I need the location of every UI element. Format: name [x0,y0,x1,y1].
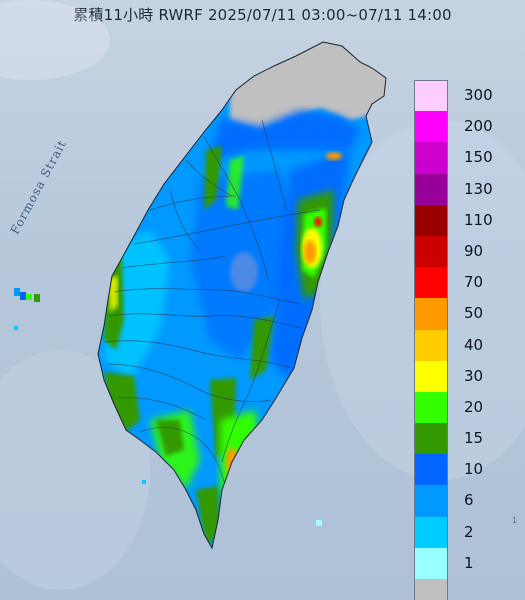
legend-label-20: 20 [464,397,484,416]
legend-label-30: 30 [464,366,484,385]
legend-swatch-70 [414,267,448,299]
legend-swatch-200 [414,111,448,143]
legend-swatch-110 [414,204,448,236]
legend-swatch-15 [414,423,448,455]
legend-label-6: 6 [464,491,474,510]
legend-label-110: 110 [464,210,493,229]
legend-label-70: 70 [464,273,484,292]
county-boundaries [103,119,321,491]
legend-swatch-50 [414,298,448,330]
legend-swatch-30 [414,360,448,392]
legend-swatch-none [414,579,448,600]
legend-label-200: 200 [464,117,493,136]
legend-label-40: 40 [464,335,484,354]
legend-swatch-1 [414,547,448,579]
offshore-islands [14,288,322,526]
legend-label-150: 150 [464,148,493,167]
corner-label: 1 [512,516,518,525]
legend-label-2: 2 [464,522,474,541]
legend-label-130: 130 [464,179,493,198]
legend-swatch-130 [414,173,448,205]
legend-label-10: 10 [464,460,484,479]
legend-swatch-300 [414,80,448,112]
legend-swatch-2 [414,516,448,548]
legend-swatch-20 [414,391,448,424]
legend-label-none [460,579,520,600]
legend-label-15: 15 [464,429,484,448]
legend-swatch-6 [414,485,448,517]
legend-swatch-90 [414,235,448,268]
island-outline [97,41,387,550]
map-title: 累積11小時 RWRF 2025/07/11 03:00~07/11 14:00 [73,6,452,24]
legend-labels: 300 200 150 130 110 90 70 50 40 30 20 15 10 6 2 1 [460,80,520,600]
legend-swatch-150 [414,142,448,174]
legend-label-300: 300 [464,86,493,104]
legend-label-1: 1 [464,553,474,572]
legend-label-50: 50 [464,304,484,323]
color-legend [414,80,450,600]
legend-swatch-10 [414,454,448,486]
legend-swatch-40 [414,329,448,361]
legend-label-90: 90 [464,241,484,260]
